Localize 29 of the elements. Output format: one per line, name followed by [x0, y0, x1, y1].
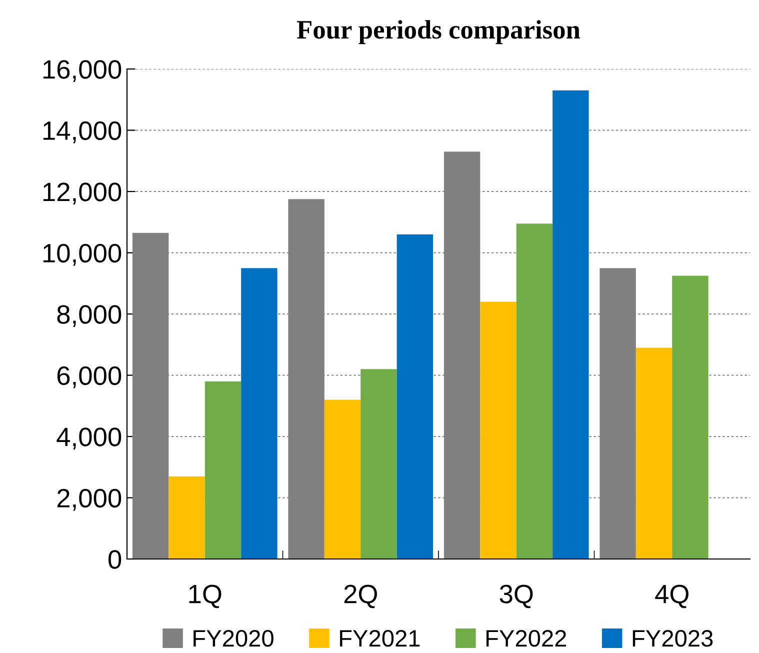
bar [360, 369, 397, 559]
y-tick-label: 14,000 [43, 121, 122, 144]
bar [168, 476, 205, 559]
x-tick-label: 3Q [500, 584, 533, 608]
legend-label: FY2023 [632, 630, 713, 647]
x-tick-label: 2Q [344, 584, 377, 608]
legend-label: FY2021 [340, 630, 420, 647]
y-tick-label: 6,000 [57, 366, 122, 388]
bar [672, 276, 708, 559]
y-tick-label: 10,000 [43, 244, 122, 266]
x-tick-label: 4Q [655, 584, 688, 608]
y-tick-label: 8,000 [57, 305, 122, 327]
bar [396, 234, 434, 559]
y-tick-label: 0 [108, 550, 122, 569]
y-tick-label: 2,000 [57, 488, 122, 511]
bar [324, 400, 361, 559]
legend-label: FY2022 [486, 630, 566, 647]
bar [516, 224, 553, 559]
y-tick-label: 12,000 [43, 182, 122, 204]
chart-title: Four periods comparison [296, 20, 580, 44]
legend-label: FY2020 [194, 630, 274, 647]
bar [241, 268, 278, 559]
y-tick-label: 4,000 [56, 428, 122, 450]
y-tick-label: 16,000 [43, 60, 122, 82]
bar [552, 90, 589, 559]
bar [480, 302, 516, 559]
x-tick-label: 1Q [189, 584, 222, 608]
bar [636, 348, 672, 559]
bar [204, 381, 242, 559]
